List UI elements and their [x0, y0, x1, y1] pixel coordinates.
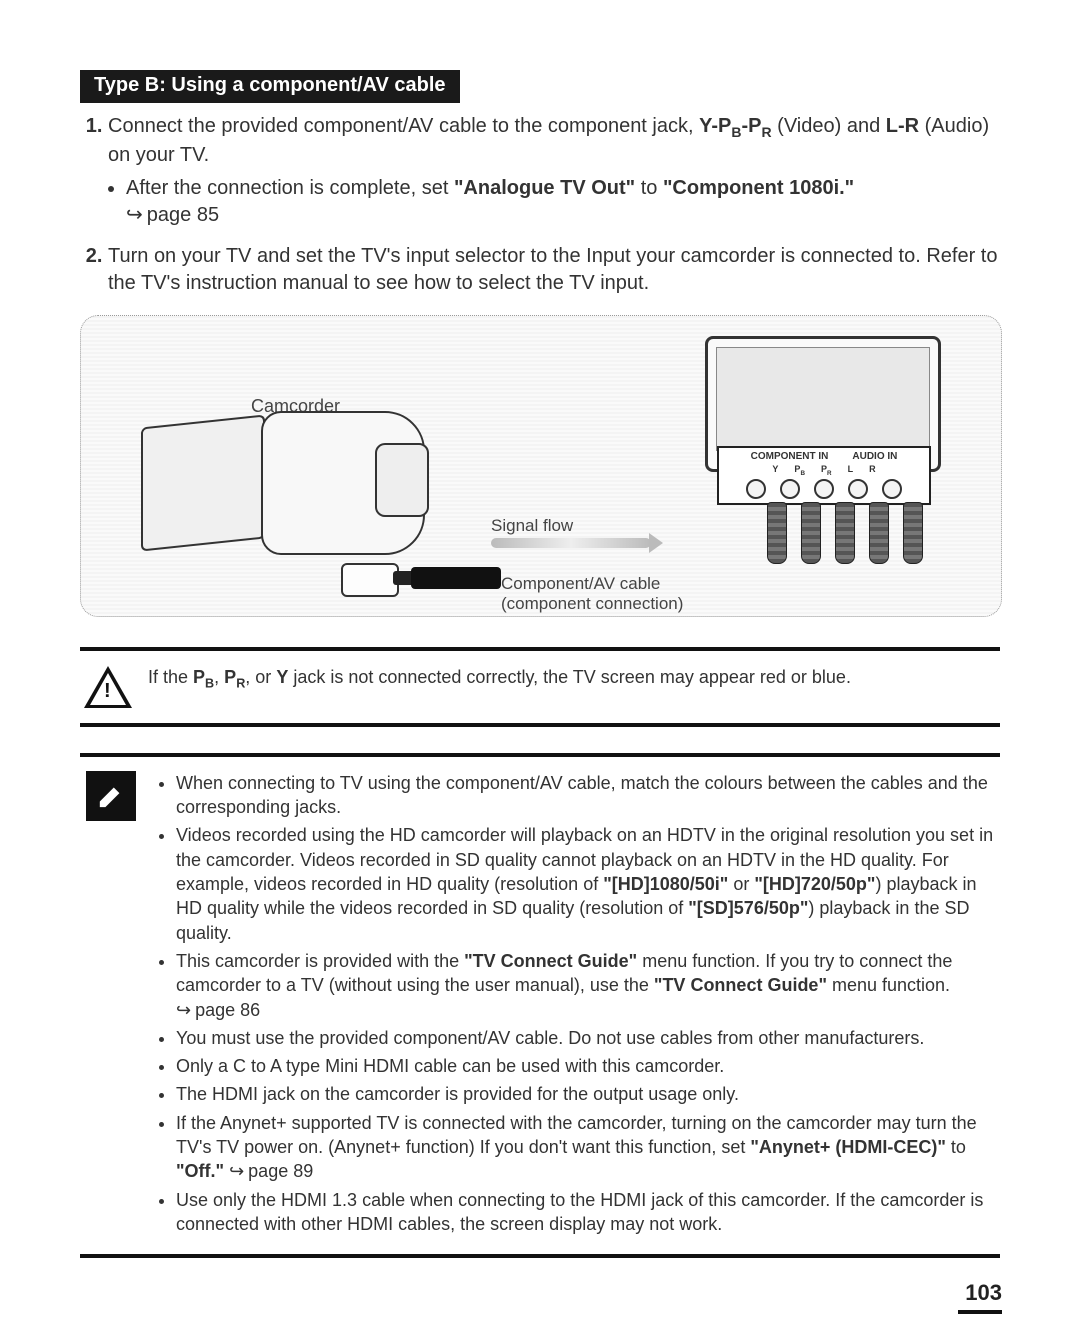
camcorder-lens: [375, 443, 429, 517]
warning-callout: ! If the PB, PR, or Y jack is not connec…: [80, 647, 1000, 727]
cable-connectors: [767, 502, 923, 564]
note-6: The HDMI jack on the camcorder is provid…: [176, 1082, 994, 1106]
s1sub-b: "Analogue TV Out": [454, 177, 635, 199]
note-icon: [86, 771, 136, 821]
step1-jack-y: Y-PB-PR: [699, 115, 772, 137]
warning-icon: !: [86, 665, 130, 709]
connector-l: [869, 502, 889, 564]
camcorder-body: [261, 411, 425, 555]
step1-text: Connect the provided component/AV cable …: [108, 115, 699, 137]
note-3: This camcorder is provided with the "TV …: [176, 949, 994, 1022]
step1-text2: (Video) and: [772, 115, 886, 137]
s1sub-d: "Component 1080i.": [663, 177, 854, 199]
note-list: When connecting to TV using the componen…: [154, 771, 994, 1236]
page-ref-89: page 89: [229, 1161, 313, 1181]
step1-lr: L-R: [886, 115, 919, 137]
connector-y: [767, 502, 787, 564]
note-7: If the Anynet+ supported TV is connected…: [176, 1111, 994, 1184]
connector-r: [903, 502, 923, 564]
page-ref-86: page 86: [176, 1000, 260, 1020]
cable-caption: Component/AV cable(component connection): [501, 574, 683, 614]
port-labels: Y PB PR L R: [772, 464, 875, 477]
jack-row: [746, 479, 902, 499]
step1-sub: After the connection is complete, set "A…: [126, 175, 1000, 229]
manual-page: Type B: Using a component/AV cable Conne…: [0, 0, 1080, 1324]
tv-port-box: COMPONENT IN AUDIO IN Y PB PR L R: [717, 446, 931, 505]
cable-plug: [411, 567, 501, 589]
audio-in-label: AUDIO IN: [852, 451, 897, 462]
warning-text: If the PB, PR, or Y jack is not connecte…: [148, 665, 851, 693]
note-body: When connecting to TV using the componen…: [154, 771, 994, 1240]
jack-l: [848, 479, 868, 499]
jack-pb: [780, 479, 800, 499]
note-1: When connecting to TV using the componen…: [176, 771, 994, 820]
jack-r: [882, 479, 902, 499]
port-titles: COMPONENT IN AUDIO IN: [751, 451, 898, 462]
tv-screen: [716, 347, 930, 451]
step-1: Connect the provided component/AV cable …: [108, 113, 1000, 229]
note-5: Only a C to A type Mini HDMI cable can b…: [176, 1054, 994, 1078]
port-y: Y: [772, 464, 778, 477]
section-header: Type B: Using a component/AV cable: [80, 70, 460, 103]
instruction-list: Connect the provided component/AV cable …: [80, 113, 1000, 297]
port-pb: PB: [794, 464, 805, 477]
step1-sublist: After the connection is complete, set "A…: [126, 175, 1000, 229]
connector-pb: [801, 502, 821, 564]
page-ref-85: page 85: [126, 204, 219, 226]
signal-flow-arrow: [491, 538, 651, 548]
s1sub-a: After the connection is complete, set: [126, 177, 454, 199]
camcorder-illustration: [141, 411, 441, 581]
port-r: R: [869, 464, 876, 477]
component-in-label: COMPONENT IN: [751, 451, 829, 462]
signal-flow-label: Signal flow: [491, 516, 573, 536]
jack-y: [746, 479, 766, 499]
jack-pr: [814, 479, 834, 499]
camcorder-screen: [141, 414, 265, 551]
port-pr: PR: [821, 464, 832, 477]
note-4: You must use the provided component/AV c…: [176, 1026, 994, 1050]
step-2: Turn on your TV and set the TV's input s…: [108, 243, 1000, 297]
note-2: Videos recorded using the HD camcorder w…: [176, 823, 994, 944]
connector-pr: [835, 502, 855, 564]
note-callout: When connecting to TV using the componen…: [80, 753, 1000, 1258]
note-8: Use only the HDMI 1.3 cable when connect…: [176, 1188, 994, 1237]
page-number: 103: [965, 1280, 1002, 1306]
port-l: L: [848, 464, 854, 477]
connection-diagram: Camcorder Signal flow Component/AV cable…: [80, 315, 1002, 617]
s1sub-c: to: [635, 177, 663, 199]
camcorder-port: [341, 563, 399, 597]
page-number-underline: [958, 1310, 1002, 1314]
